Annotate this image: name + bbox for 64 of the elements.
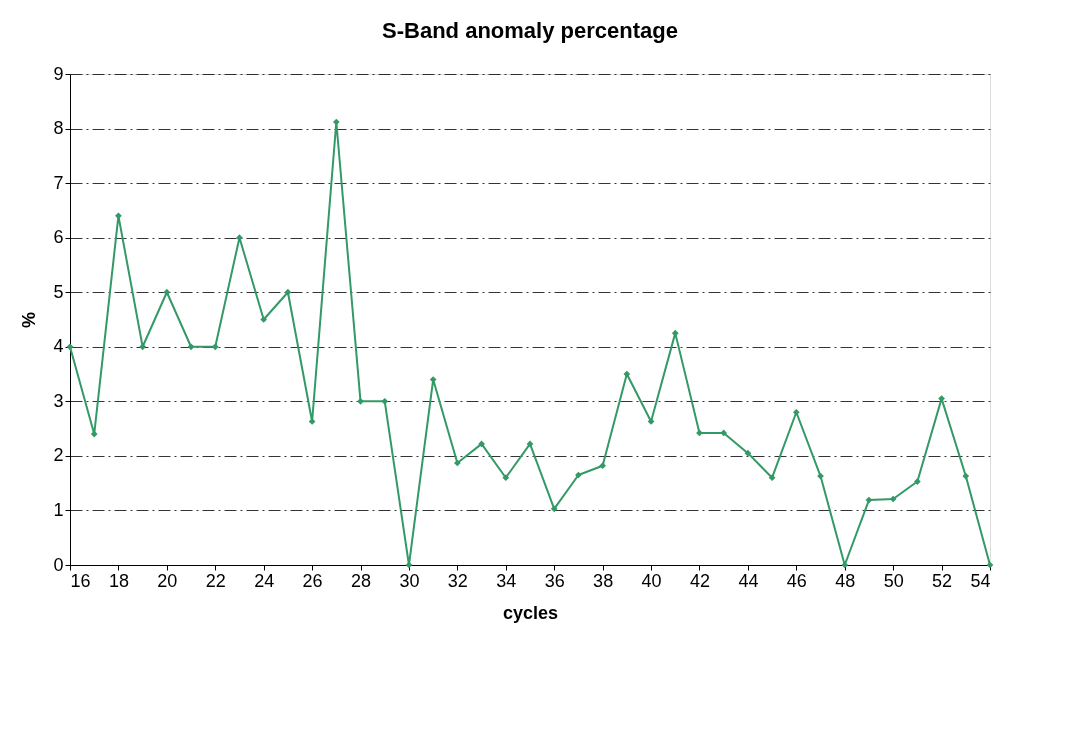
point: [163, 288, 171, 296]
y-axis-title: %: [19, 311, 40, 329]
point: [90, 430, 98, 438]
point: [478, 440, 485, 448]
x-tick-label: 46: [786, 570, 807, 591]
x-tick-label: 32: [447, 570, 468, 591]
x-tick-label: 18: [108, 570, 129, 591]
point: [139, 343, 146, 351]
point: [526, 440, 534, 448]
y-tick-label: 5: [53, 281, 64, 302]
point: [66, 343, 74, 351]
x-axis-title: cycles: [502, 602, 559, 623]
point: [599, 462, 606, 470]
point: [357, 397, 364, 405]
x-tick-label: 26: [302, 570, 323, 591]
x-tick-label: 34: [496, 570, 517, 591]
y-tick-label: 2: [53, 445, 64, 466]
point: [381, 397, 389, 405]
point: [744, 449, 752, 457]
point: [671, 329, 679, 337]
y-tick-label: 9: [53, 63, 64, 84]
y-tick-label: 3: [53, 390, 64, 411]
y-tick-label: 6: [53, 227, 64, 248]
y-tick-label: 8: [53, 118, 64, 139]
point: [115, 212, 122, 220]
point: [865, 496, 873, 504]
point: [914, 478, 921, 485]
point: [623, 370, 631, 378]
x-tick-label: 40: [641, 570, 662, 591]
point: [768, 474, 776, 482]
point: [284, 288, 292, 296]
x-tick-label: 48: [835, 570, 856, 591]
point: [938, 395, 945, 402]
point: [187, 343, 195, 351]
chart-title: S-Band anomaly percentage: [382, 18, 678, 43]
point: [792, 408, 800, 416]
x-tick-label: 36: [544, 570, 565, 591]
y-tick-label: 7: [53, 172, 64, 193]
point: [429, 376, 437, 383]
point: [260, 316, 268, 323]
x-tick-label: 52: [932, 570, 953, 591]
point: [889, 495, 897, 503]
x-tick-label: 16: [70, 570, 91, 591]
point: [454, 459, 461, 467]
x-tick-label: 54: [970, 570, 991, 591]
y-tick-label: 1: [53, 499, 64, 520]
point: [962, 472, 970, 480]
point: [720, 429, 728, 437]
point: [211, 343, 219, 351]
point: [405, 561, 413, 569]
x-tick-label: 50: [883, 570, 904, 591]
point: [332, 118, 340, 126]
y-tick-label: 0: [53, 554, 64, 575]
x-tick-label: 20: [157, 570, 178, 591]
x-tick-label: 30: [399, 570, 420, 591]
x-tick-label: 42: [689, 570, 710, 591]
x-tick-label: 22: [205, 570, 226, 591]
x-tick-label: 24: [254, 570, 275, 591]
x-tick-label: 44: [738, 570, 759, 591]
x-tick-label: 28: [351, 570, 372, 591]
point: [550, 505, 558, 513]
point: [502, 474, 510, 482]
x-tick-label: 38: [593, 570, 614, 591]
y-tick-label: 4: [53, 336, 64, 357]
